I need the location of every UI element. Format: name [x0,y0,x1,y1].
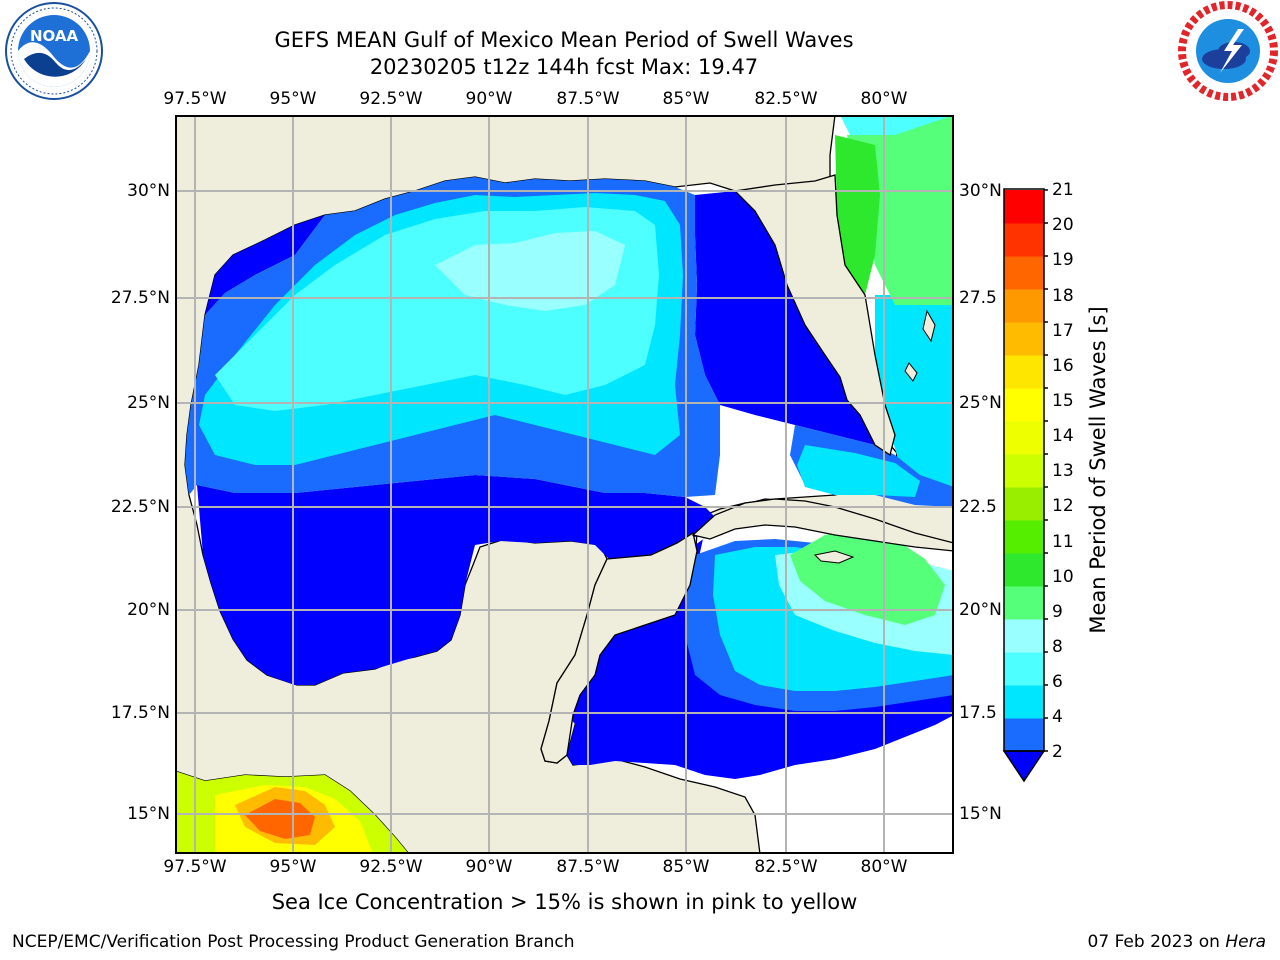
bahamas-land [904,309,936,382]
colorbar-segment [1004,223,1044,257]
lon-tick-top: 97.5°W [163,89,227,109]
colorbar-tick: 9 [1052,602,1063,622]
colorbar-tick: 21 [1052,180,1074,200]
colorbar-tick: 12 [1052,496,1074,516]
lon-tick-top: 82.5°W [754,89,818,109]
swell-region-lt2-ne [695,191,880,445]
colorbar-segment [1004,388,1044,422]
colorbar-tick: 8 [1052,637,1063,657]
nws-logo-icon [1178,1,1278,101]
footer-machine: Hera [1225,932,1266,952]
colorbar-tick: 19 [1052,250,1074,270]
lon-tick-bottom: 90°W [465,857,513,877]
lat-tick-left: 15°N [127,804,170,824]
colorbar-segment [1004,586,1044,620]
lat-tick-left: 30°N [127,181,170,201]
colorbar-label: Mean Period of Swell Waves [s] [1086,306,1110,634]
lat-tick-left: 25°N [127,393,170,413]
colorbar-segment [1004,256,1044,290]
noaa-logo-text: NOAA [30,27,79,45]
lon-tick-top: 95°W [269,89,317,109]
swell-period-map [175,115,954,854]
colorbar-segment [1004,520,1044,554]
colorbar-tick: 16 [1052,356,1074,376]
swell-region-10-11-atl [835,135,880,295]
colorbar-tick: 20 [1052,215,1074,235]
colorbar-segment [1004,421,1044,455]
lon-tick-bottom: 92.5°W [359,857,423,877]
footer-date: 07 Feb 2023 on Hera [1088,932,1266,952]
colorbar-tick: 17 [1052,321,1074,341]
map-grid [175,115,954,854]
cuba-land [691,498,954,552]
lon-tick-bottom: 80°W [860,857,908,877]
colorbar-tick: 4 [1052,707,1063,727]
lat-tick-right: 25°N [959,393,1002,413]
colorbar-tick: 13 [1052,461,1074,481]
lon-tick-bottom: 82.5°W [754,857,818,877]
footer-credit: NCEP/EMC/Verification Post Processing Pr… [12,932,575,952]
colorbar-tick: 2 [1052,742,1063,762]
colorbar-segment [1004,487,1044,521]
swell-region-8-9 [435,231,625,311]
colorbar-tick: 11 [1052,532,1074,552]
colorbar-segment [1004,718,1044,752]
chart-subtitle: 20230205 t12z 144h fcst Max: 19.47 [369,55,759,79]
colorbar-frame [1003,188,1045,752]
lon-tick-bottom: 95°W [269,857,317,877]
colorbar-segment [1004,190,1044,224]
colorbar-segment [1004,553,1044,587]
colorbar-segment [1004,652,1044,686]
colorbar-segment [1004,454,1044,488]
colorbar-segment [1004,619,1044,653]
lon-tick-bottom: 87.5°W [556,857,620,877]
lat-tick-right: 30°N [959,181,1002,201]
lat-tick-right: 17.5 [959,703,997,723]
lon-tick-top: 85°W [662,89,710,109]
lat-tick-right: 27.5 [959,288,997,308]
lon-tick-top: 90°W [465,89,513,109]
map-panel [175,115,954,854]
lat-tick-right: 20°N [959,600,1002,620]
swell-region-4-6-atl [875,295,954,505]
colorbar-segment [1004,289,1044,323]
noaa-logo-icon: NOAA [5,2,103,100]
yucatan-land [540,531,698,764]
lat-tick-left: 22.5°N [110,497,170,517]
footer-date-text: 07 Feb 2023 on [1087,932,1226,952]
lat-tick-right: 22.5 [959,497,997,517]
jamaica-land [813,550,855,564]
swell-region-lt2-nw [205,215,325,315]
lon-tick-top: 87.5°W [556,89,620,109]
lon-tick-bottom: 97.5°W [163,857,227,877]
lat-tick-right: 15°N [959,804,1002,824]
colorbar [1002,188,1048,783]
chart-title: GEFS MEAN Gulf of Mexico Mean Period of … [274,28,854,52]
colorbar-tick: 10 [1052,567,1074,587]
colorbar-segment [1004,685,1044,719]
lon-tick-top: 92.5°W [359,89,423,109]
sea-ice-note: Sea Ice Concentration > 15% is shown in … [271,890,858,914]
colorbar-tick: 18 [1052,286,1074,306]
colorbar-tick: 15 [1052,391,1074,411]
lon-tick-top: 80°W [860,89,908,109]
colorbar-segment [1004,322,1044,356]
map-border [175,115,954,854]
lat-tick-left: 17.5°N [110,703,170,723]
lon-tick-bottom: 85°W [662,857,710,877]
colorbar-tick: 14 [1052,426,1074,446]
colorbar-segment [1004,355,1044,389]
swell-region-4-6-strait [797,445,920,497]
colorbar-tick: 6 [1052,672,1063,692]
swell-region-19-20-pac [245,799,315,839]
colorbar-under-arrow [1002,750,1046,783]
lat-tick-left: 20°N [127,600,170,620]
lat-tick-left: 27.5°N [110,288,170,308]
